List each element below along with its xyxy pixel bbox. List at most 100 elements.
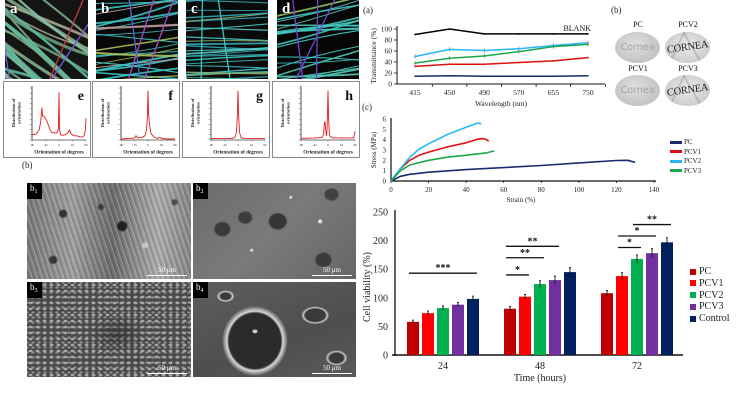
- cornea-section-label: (b): [611, 5, 622, 15]
- stress-strain-curve: [390, 159, 636, 182]
- fiber-strand: [5, 71, 13, 79]
- legend-swatch: [670, 150, 682, 153]
- legend-item: PCV1: [670, 148, 701, 156]
- x-axis-title: Wavelength (nm): [475, 99, 528, 108]
- bar-pcv1: [422, 313, 434, 355]
- x-tick-label: 90: [263, 143, 267, 147]
- fiber-strand: [121, 75, 178, 79]
- x-tick-label: 90: [353, 143, 357, 147]
- sem-image-b4: b4 50 μm: [193, 282, 356, 377]
- fiber-strand: [186, 12, 268, 19]
- x-tick-label: 45: [71, 143, 75, 147]
- y-tick-label: 200: [373, 236, 388, 247]
- y-tick-label: 0: [383, 351, 388, 362]
- x-tick-label: -45: [312, 143, 317, 147]
- fiber-strand: [186, 40, 268, 42]
- x-axis-title: Orientation of degrees: [123, 150, 172, 156]
- orientation-plot-h: -90 -45 0 45 90 Orientation of degrees Distrib…: [272, 81, 360, 158]
- fiber-strand: [277, 45, 359, 69]
- x-tick-label: 90: [84, 143, 88, 147]
- sem-image-b2: b2 50 μm: [193, 183, 356, 279]
- fiber-strand: [277, 16, 359, 35]
- fiber-strand: [186, 23, 268, 32]
- fiber-strand: [96, 11, 178, 25]
- data-point: [483, 33, 485, 35]
- x-tick-label: 40: [463, 186, 471, 194]
- sem-tag-letter: b: [30, 183, 35, 193]
- bar-pcv1: [616, 276, 628, 355]
- y-tick-label: 2: [383, 157, 387, 165]
- x-tick-label: -45: [222, 143, 227, 147]
- fiber-image-a: a: [5, 0, 88, 79]
- x-tick-label: 120: [611, 186, 622, 194]
- x-tick-label: 90: [173, 143, 177, 147]
- cornea-sample-label-pcv1: PCV1: [628, 64, 648, 73]
- legend-item: Control: [690, 313, 730, 324]
- scale-bar: 50 μm: [312, 266, 352, 276]
- y-axis-title: Distribution of: [190, 98, 195, 127]
- y-axis-title: Distribution of: [100, 98, 105, 127]
- x-tick-label: 45: [250, 143, 254, 147]
- bar-control: [661, 242, 673, 355]
- scale-bar-line: [312, 372, 352, 374]
- bar-pcv3: [452, 304, 464, 355]
- legend-swatch: [670, 169, 682, 172]
- fiber-strand: [50, 23, 88, 79]
- x-tick-label: 0: [58, 143, 60, 147]
- data-point: [414, 75, 416, 78]
- panel-letter: g: [256, 89, 263, 104]
- bar-pcv2: [631, 258, 643, 355]
- fiber-image-d: d: [277, 0, 359, 79]
- legend-swatch: [690, 280, 696, 287]
- data-point: [448, 57, 451, 59]
- x-tick-label: 48: [535, 361, 545, 372]
- significance-stars: *: [635, 226, 640, 237]
- bar-pcv2: [534, 284, 546, 355]
- x-tick-label: 0: [327, 143, 329, 147]
- transmittance-line: [414, 42, 589, 58]
- fiber-strand: [5, 67, 44, 79]
- data-point: [552, 33, 555, 35]
- fiber-strand: [143, 0, 175, 79]
- x-tick-label: 80: [538, 186, 546, 194]
- bar-pcv2: [437, 308, 449, 355]
- data-point: [518, 48, 520, 50]
- x-tick-label: 450: [444, 88, 456, 97]
- fiber-strand: [96, 36, 178, 52]
- cornea-sample-label-pcv3: PCV3: [678, 64, 698, 73]
- stress-section-label: (c): [362, 102, 372, 112]
- data-point: [552, 60, 555, 62]
- panel-letter: h: [345, 89, 353, 104]
- orientation-curve: [120, 90, 175, 140]
- y-tick-label: 5: [383, 126, 387, 134]
- legend-swatch: [690, 292, 696, 299]
- fiber-strand: [127, 0, 155, 79]
- x-tick-label: -90: [119, 143, 124, 147]
- fiber-strand: [5, 49, 39, 79]
- data-point: [448, 63, 451, 65]
- y-axis-title: Distribution of: [280, 98, 285, 127]
- data-point: [483, 75, 485, 78]
- fiber-strand: [186, 45, 268, 51]
- bar-pcv1: [519, 296, 531, 355]
- x-tick-label: -90: [30, 143, 35, 147]
- legend-item: PC: [670, 138, 693, 146]
- sem-panel-tag: b1: [27, 183, 42, 199]
- cornea-disc-pc: Cornea: [615, 32, 660, 63]
- significance-stars: *: [515, 265, 520, 276]
- fiber-strand: [200, 0, 204, 79]
- orientation-curve: [211, 90, 265, 139]
- y-tick-label: 1: [383, 167, 387, 175]
- legend-item: PC: [690, 266, 711, 277]
- fiber-network-picture: [96, 0, 178, 79]
- x-axis-title: Orientation of degrees: [303, 150, 352, 156]
- y-tick-label: 100: [381, 25, 393, 34]
- sem-tag-letter: b: [196, 183, 201, 193]
- x-tick-label: 45: [160, 143, 164, 147]
- fiber-strand: [186, 42, 268, 46]
- x-tick-label: 570: [513, 88, 525, 97]
- data-point: [552, 45, 555, 48]
- transmittance-chart: 0 20 40 60 80 100 415 450 490 570 655 750 BLANK Wavel…: [369, 24, 606, 108]
